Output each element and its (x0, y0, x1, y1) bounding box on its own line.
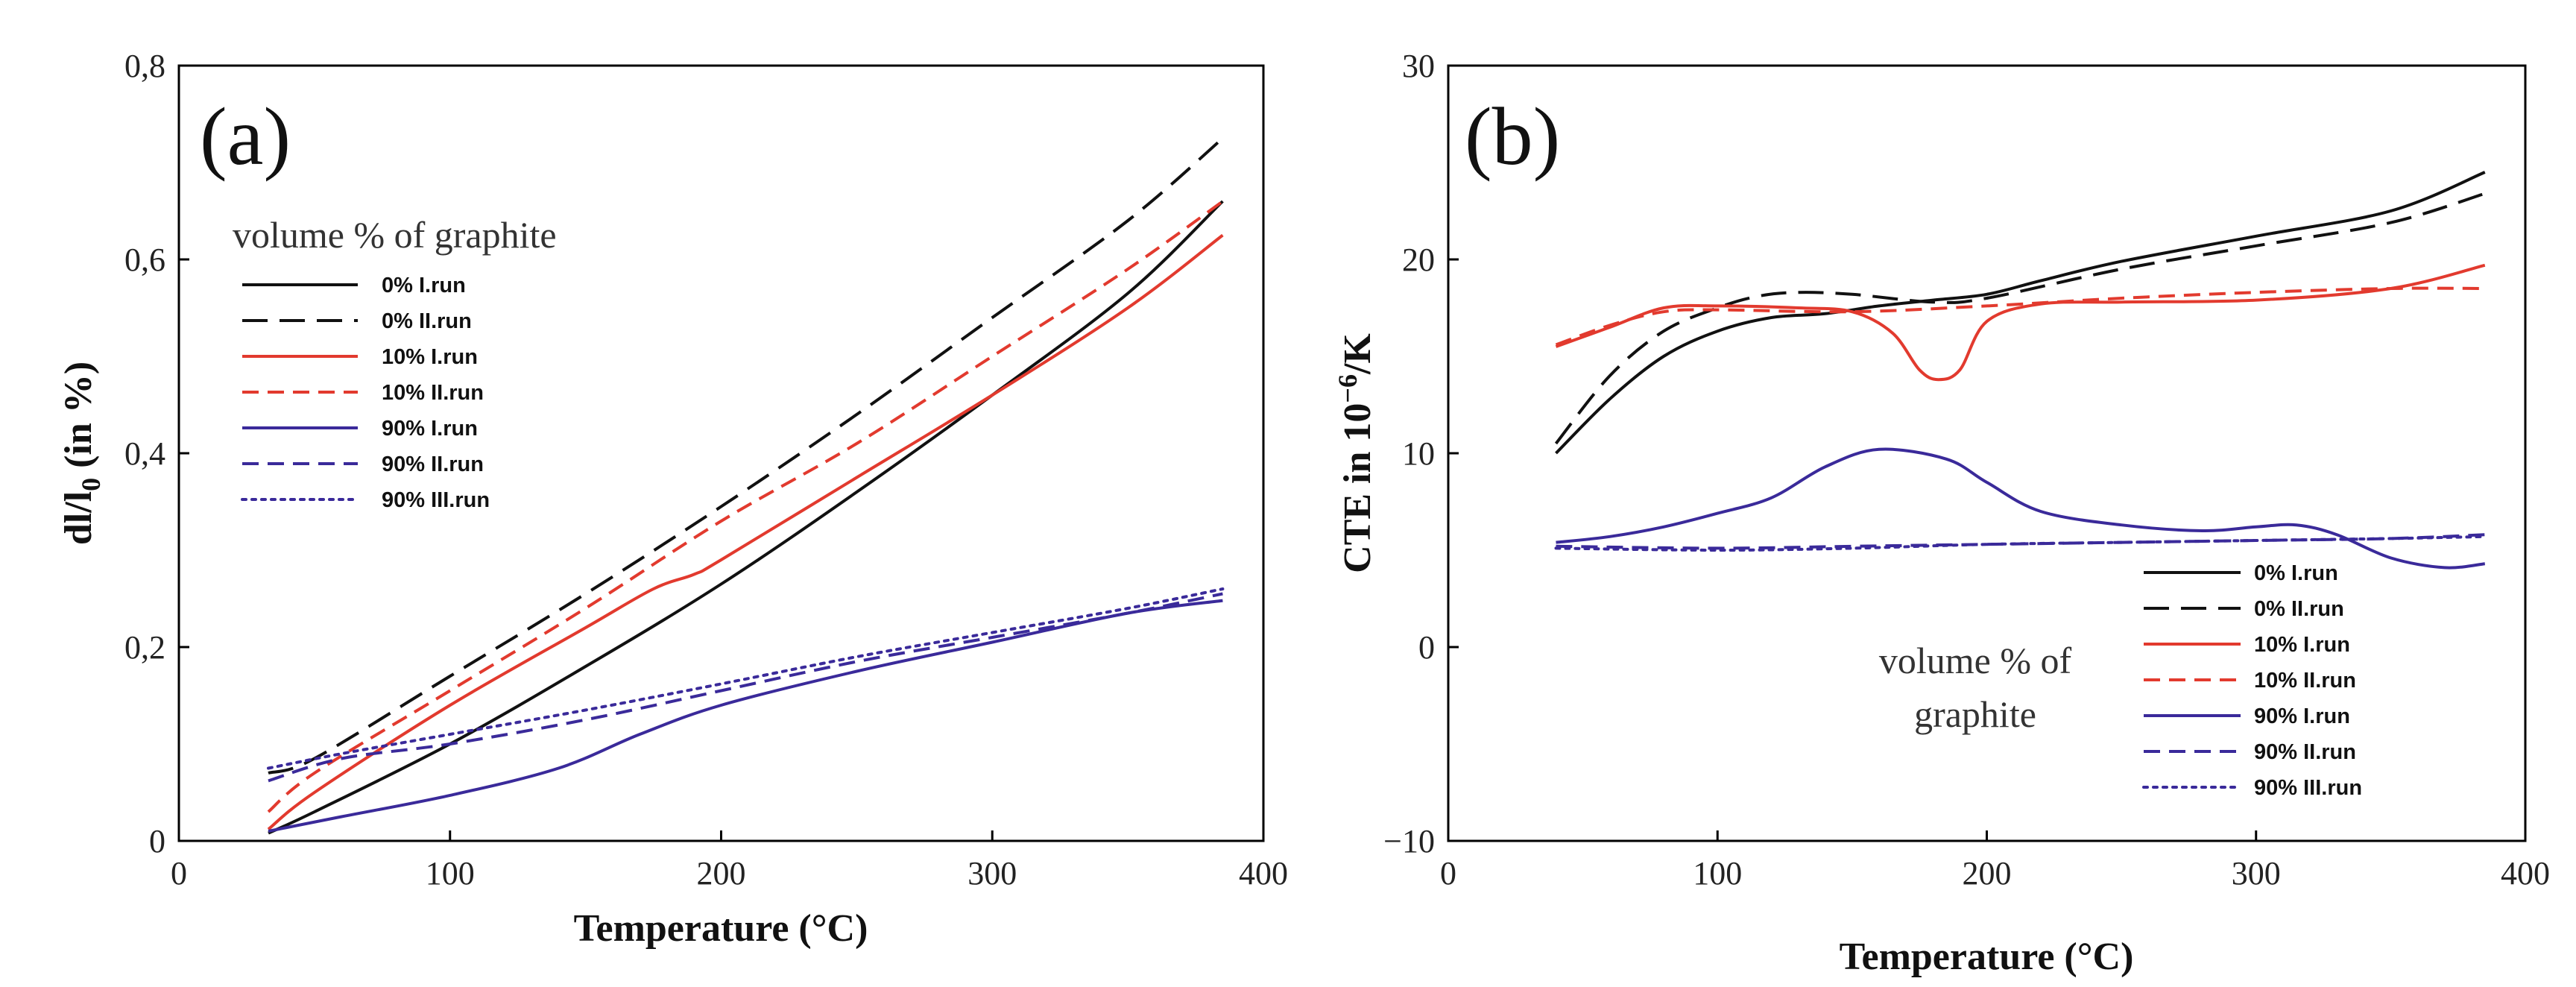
chart-b-panel-label: (b) (1465, 91, 1560, 182)
chart-b-series-line (1555, 171, 2486, 455)
chart-b-x-tick-label: 100 (1693, 855, 1742, 892)
chart-a-series-line (267, 233, 1224, 830)
chart-b-legend-title-line1: volume % of (1879, 640, 2072, 681)
chart-a-x-axis-label: Temperature (°C) (574, 907, 868, 950)
chart-b-legend-label: 0% I.run (2254, 561, 2338, 585)
chart-a-lines (267, 136, 1225, 835)
chart-b-series-line (1555, 263, 2486, 382)
chart-a: 0 100 200 300 400 0 0,2 0,4 0,6 0,8 (a) Temperatu… (57, 48, 1288, 950)
chart-b-series-line (1555, 286, 2485, 347)
chart-a-x-tick-label: 100 (426, 855, 475, 892)
chart-b-x-axis-label: Temperature (°C) (1840, 936, 2134, 978)
chart-b-x-tick-label: 200 (1963, 855, 2012, 892)
chart-b-y-axis-label: CTE in 10−6/K (1333, 333, 1379, 573)
chart-a-panel-label: (a) (200, 91, 291, 182)
chart-a-x-tick-label: 300 (967, 855, 1017, 892)
chart-a-ticks: 0 100 200 300 400 0 0,2 0,4 0,6 0,8 (124, 48, 1288, 892)
chart-a-y-tick-label: 0,6 (124, 242, 165, 278)
chart-a-legend-label: 0% II.run (382, 309, 472, 333)
chart-b-legend-label: 90% II.run (2254, 740, 2356, 764)
chart-a-legend: 0% I.run 0% II.run 10% I.run 10% II.run 90% … (241, 274, 490, 512)
chart-b-series-line (1556, 447, 2486, 570)
chart-a-y-label-tail: (in %) (57, 362, 100, 478)
chart-b-series-line (1554, 192, 2486, 445)
chart-b-y-tick-label: 30 (1402, 48, 1435, 84)
chart-a-y-tick-label: 0,4 (124, 435, 165, 472)
chart-b-x-tick-label: 400 (2501, 855, 2550, 892)
chart-b-y-label-sup: −6 (1333, 374, 1363, 403)
chart-b-legend-label: 0% II.run (2254, 597, 2344, 621)
chart-a-x-tick-label: 400 (1239, 855, 1288, 892)
chart-b-legend-label: 90% III.run (2254, 776, 2362, 800)
chart-b-x-tick-label: 300 (2232, 855, 2281, 892)
chart-b-legend-label: 10% II.run (2254, 669, 2356, 693)
chart-a-legend-label: 90% II.run (382, 452, 484, 476)
chart-a-y-label-main: dl/l (57, 491, 100, 545)
chart-b-legend: 0% I.run 0% II.run 10% I.run 10% II.run 90% … (2142, 561, 2362, 800)
chart-a-y-label-sub: 0 (76, 478, 106, 491)
chart-a-legend-label: 0% I.run (382, 274, 466, 297)
chart-a-y-tick-label: 0 (149, 823, 165, 860)
chart-a-y-tick-label: 0,8 (124, 48, 165, 84)
chart-b-y-label-tail: /K (1336, 333, 1379, 375)
chart-a-frame (177, 64, 1265, 842)
chart-a-x-tick-label: 200 (697, 855, 746, 892)
chart-b-legend-title-line2: graphite (1914, 693, 2036, 735)
chart-b-y-tick-label: 20 (1402, 242, 1435, 278)
chart-a-series-line (268, 200, 1224, 835)
chart-a-series-line (268, 599, 1223, 833)
chart-a-legend-title: volume % of graphite (233, 214, 557, 256)
chart-b-x-tick-label: 0 (1440, 855, 1456, 892)
chart-a-series-line (267, 587, 1225, 770)
chart-b-lines (1554, 171, 2487, 570)
chart-a-legend-label: 90% III.run (382, 488, 490, 512)
chart-b-y-tick-label: −10 (1383, 823, 1435, 860)
chart-a-x-tick-label: 0 (171, 855, 187, 892)
chart-b-legend-label: 10% I.run (2254, 633, 2350, 657)
chart-b-legend-label: 90% I.run (2254, 704, 2350, 728)
chart-a-legend-label: 10% II.run (382, 381, 484, 405)
chart-a-series-line (268, 136, 1224, 775)
chart-a-legend-label: 10% I.run (382, 345, 478, 369)
chart-b-series-line (1554, 535, 2487, 552)
chart-b-y-label-main: CTE in 10 (1336, 403, 1379, 573)
chart-b-y-tick-label: 10 (1402, 435, 1435, 472)
chart-a-series-line (267, 200, 1224, 813)
chart-a-series-line (268, 592, 1223, 783)
chart-a-y-tick-label: 0,2 (124, 629, 165, 666)
chart-b-y-tick-label: 0 (1418, 629, 1435, 666)
chart-a-legend-label: 90% I.run (382, 417, 478, 441)
chart-a-y-axis-label: dl/l0 (in %) (57, 362, 106, 545)
